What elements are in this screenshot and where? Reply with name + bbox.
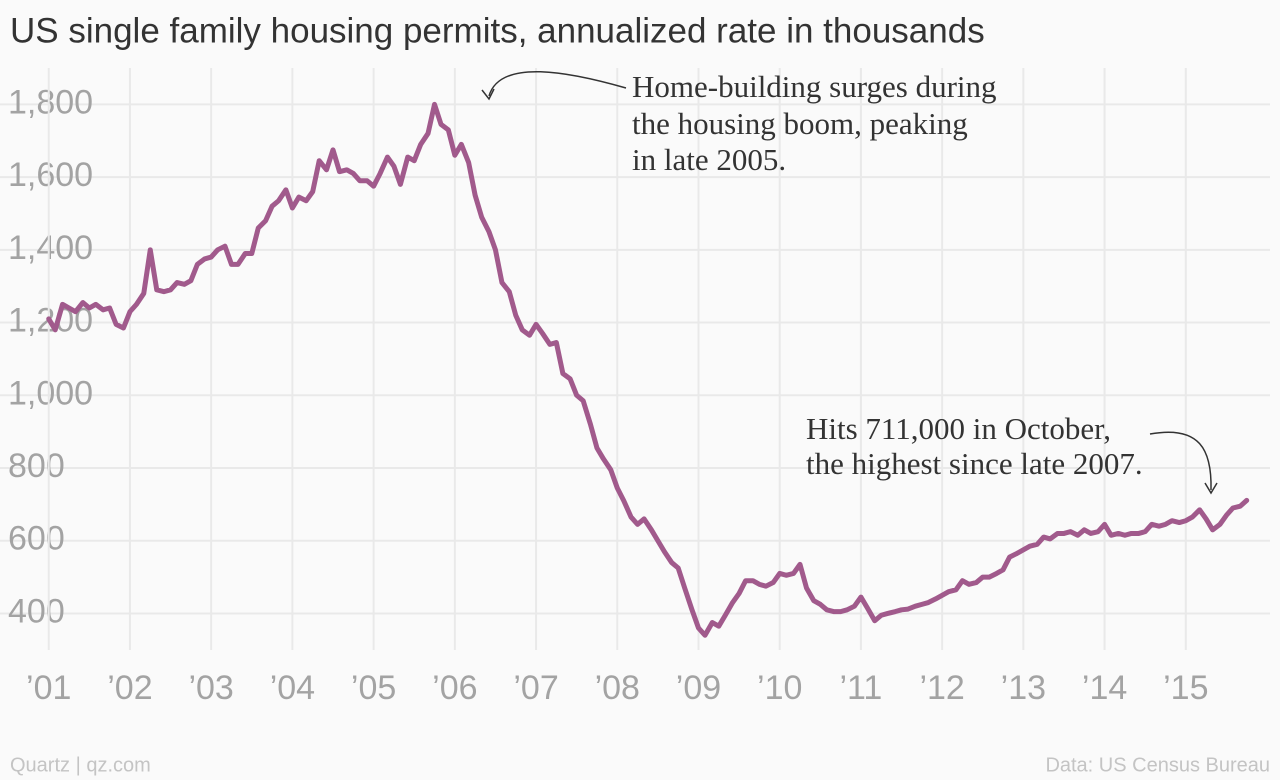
x-tick-label: ’03 <box>188 669 233 707</box>
y-tick-label: 1,600 <box>8 156 93 194</box>
annotation: the housing boom, peaking <box>632 106 968 141</box>
x-tick-label: ’14 <box>1082 669 1127 707</box>
chart-title: US single family housing permits, annual… <box>10 11 985 50</box>
x-tick-label: ’04 <box>270 669 315 707</box>
x-tick-label: ’15 <box>1163 669 1208 707</box>
annotation: Hits 711,000 in October, <box>806 411 1111 446</box>
x-tick-label: ’02 <box>107 669 152 707</box>
annotation: Home-building surges during <box>632 69 997 104</box>
y-tick-label: 400 <box>8 592 65 630</box>
x-tick-label: ’10 <box>757 669 802 707</box>
y-tick-label: 1,400 <box>8 229 93 267</box>
annotation-arrow <box>1149 431 1212 491</box>
x-tick-label: ’08 <box>595 669 640 707</box>
arrow-head <box>1204 482 1218 495</box>
y-tick-label: 1,000 <box>8 374 93 412</box>
annotation-arrow <box>488 71 627 97</box>
footer-source: Quartz | qz.com <box>10 754 151 776</box>
data-line <box>46 101 1250 638</box>
x-tick-label: ’12 <box>919 669 964 707</box>
x-tick-label: ’05 <box>351 669 396 707</box>
x-tick-label: ’13 <box>1001 669 1046 707</box>
annotation: the highest since late 2007. <box>806 446 1143 481</box>
y-tick-label: 800 <box>8 447 65 485</box>
x-tick-label: ’11 <box>839 669 882 707</box>
x-tick-label: ’07 <box>513 669 558 707</box>
x-tick-label: ’09 <box>676 669 721 707</box>
x-tick-label: ’06 <box>432 669 477 707</box>
annotation: in late 2005. <box>632 142 786 177</box>
grid: 4006008001,0001,2001,4001,6001,800’01’02… <box>0 68 1270 707</box>
footer-data: Data: US Census Bureau <box>1045 754 1270 776</box>
y-tick-label: 1,800 <box>8 83 93 121</box>
arrow-head <box>481 88 495 101</box>
y-tick-label: 600 <box>8 520 65 558</box>
plot <box>46 101 1250 638</box>
x-tick-label: ’01 <box>26 669 71 707</box>
